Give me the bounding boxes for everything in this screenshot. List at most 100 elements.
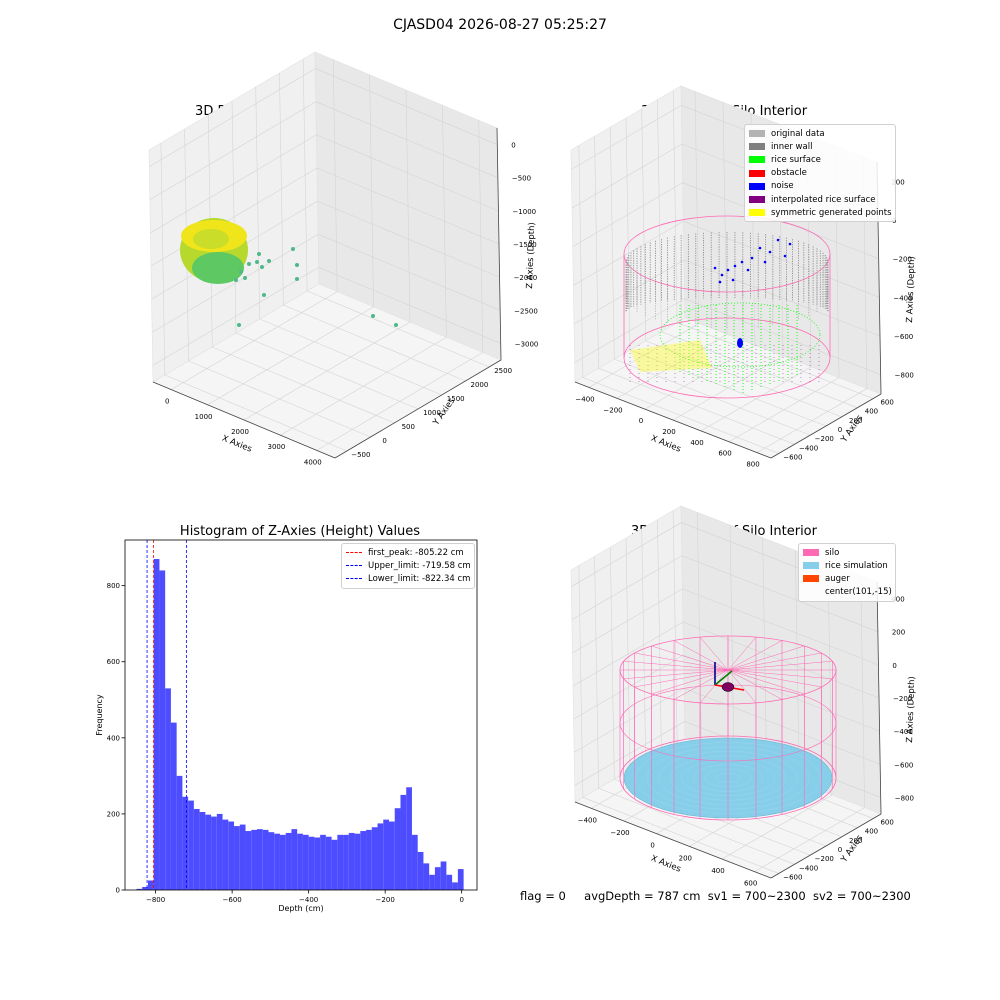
raw-zgrid xyxy=(151,234,319,333)
raw-cloud-bottom xyxy=(192,252,244,284)
cls-ygrid xyxy=(609,127,615,360)
histogram-bar xyxy=(429,874,435,890)
cls-silo-cylinder xyxy=(623,215,831,399)
legend-label: Lower_limit: -822.34 cm xyxy=(368,573,471,584)
cls-symmetric-points xyxy=(630,340,712,372)
raw-z-axis xyxy=(496,127,502,361)
sim-ytick-label: −200 xyxy=(815,855,834,863)
histogram-bar xyxy=(406,787,412,890)
cls-noise-point xyxy=(740,260,744,264)
histogram-bar xyxy=(366,829,372,890)
cls-noise-point xyxy=(718,280,722,284)
cls-noise-point xyxy=(768,250,772,254)
histogram-bar xyxy=(314,837,321,890)
histogram-bar xyxy=(279,834,286,890)
histogram-bar xyxy=(360,831,367,890)
raw-outlier-point xyxy=(257,252,261,256)
legend-label: center(101,-15) xyxy=(825,587,892,598)
cls-ygrid xyxy=(657,99,662,332)
sim-zgrid xyxy=(572,588,683,654)
sim-zgrid xyxy=(573,688,685,753)
legend-entry: inner wall xyxy=(749,140,891,153)
sim-zgrid xyxy=(573,654,684,720)
legend-label: interpolated rice surface xyxy=(771,194,876,205)
cls-xtick-label: 800 xyxy=(746,461,759,469)
histogram-bar xyxy=(302,834,309,890)
legend-entry: rice surface xyxy=(749,153,891,166)
histogram-bar xyxy=(383,819,389,890)
raw-zgrid xyxy=(150,134,317,234)
cls-noise-point xyxy=(763,260,767,264)
raw-zgrid xyxy=(316,134,499,212)
cls-xgrid xyxy=(694,91,700,324)
legend-swatch xyxy=(749,182,765,190)
cls-ytick-label: 0 xyxy=(838,426,842,434)
raw-zgrid xyxy=(318,267,501,344)
histogram-bar xyxy=(297,833,303,890)
histogram-bar xyxy=(348,832,355,890)
cls-ygrid xyxy=(625,117,631,351)
legend-entry: Upper_limit: -719.58 cm xyxy=(346,559,471,572)
raw-ygrid xyxy=(307,290,490,368)
raw-ytick-label: −500 xyxy=(351,451,370,459)
cls-ytick-label: −200 xyxy=(815,435,834,443)
sim-silo-roof-spoke xyxy=(699,669,729,704)
histogram-bar xyxy=(147,880,154,890)
legend-entry: first_peak: -805.22 cm xyxy=(346,546,470,559)
cls-noise-point xyxy=(713,266,717,270)
cls-noise-point xyxy=(776,238,780,242)
sim-silo-roof-spoke xyxy=(634,669,729,688)
cls-ygrid xyxy=(594,136,599,369)
legend-label: symmetric generated points xyxy=(771,207,892,218)
cls-noise-point xyxy=(746,268,750,272)
raw-outlier-point xyxy=(371,314,375,318)
histogram-bar xyxy=(331,839,338,890)
sim-zgrid xyxy=(571,555,683,620)
cls-ygrid xyxy=(677,322,874,399)
avg-depth-text: avgDepth = 787 cm xyxy=(584,889,701,903)
cls-ygrid xyxy=(582,377,779,454)
histogram-bar xyxy=(291,829,298,890)
figure-title: CJASD04 2026-08-27 05:25:27 xyxy=(393,17,607,33)
raw-ytick-label: 2000 xyxy=(471,381,489,389)
histogram-bar xyxy=(188,800,194,890)
classify-legend: original data inner wall rice surface obsta… xyxy=(744,124,896,223)
raw-ygrid xyxy=(235,332,419,410)
histogram-bar xyxy=(182,796,189,890)
histogram-ytick-label: 400 xyxy=(107,734,120,742)
legend-label: auger xyxy=(825,573,850,584)
cls-noise-point xyxy=(758,246,762,250)
raw-zgrid xyxy=(149,68,316,167)
legend-swatch xyxy=(749,130,765,138)
sim-silo-roof-spoke xyxy=(623,660,729,671)
legend-swatch xyxy=(749,143,765,151)
raw-zgrid xyxy=(318,234,501,311)
histogram-bar xyxy=(389,821,395,890)
sim-xtick-label: 400 xyxy=(711,867,724,875)
sim-zgrid xyxy=(681,555,878,632)
cls-xtick-label: 600 xyxy=(718,450,731,458)
sim-zgrid xyxy=(682,621,880,699)
cls-ytick-label: 400 xyxy=(865,408,878,416)
legend-entry: rice simulation xyxy=(803,559,891,572)
raw-outlier-point xyxy=(243,276,247,280)
raw-outlier-point xyxy=(394,323,398,327)
sim-ztick-label: −800 xyxy=(895,794,914,802)
histogram-bar xyxy=(159,570,166,890)
histogram-legend: first_peak: -805.22 cm Upper_limit: -719.… xyxy=(341,543,475,589)
sim-zgrid xyxy=(572,621,684,687)
cls-xgrid xyxy=(722,102,728,335)
raw-ytick-label: 0 xyxy=(382,437,386,445)
cls-zgrid xyxy=(574,298,685,363)
raw-ztick-label: −1500 xyxy=(513,241,537,249)
sim-xtick-label: 0 xyxy=(650,842,654,850)
cls-zgrid xyxy=(573,221,684,286)
raw-ytick-label: 500 xyxy=(402,423,415,431)
sim-silo-roof-spoke xyxy=(727,660,833,671)
histogram-ylabel: Frequency xyxy=(95,694,104,736)
raw-cloud-hole xyxy=(193,229,229,249)
histogram-bar xyxy=(417,851,424,890)
histogram-bar xyxy=(234,826,240,890)
histogram-bar xyxy=(136,888,143,890)
raw-ygrid xyxy=(259,318,442,396)
